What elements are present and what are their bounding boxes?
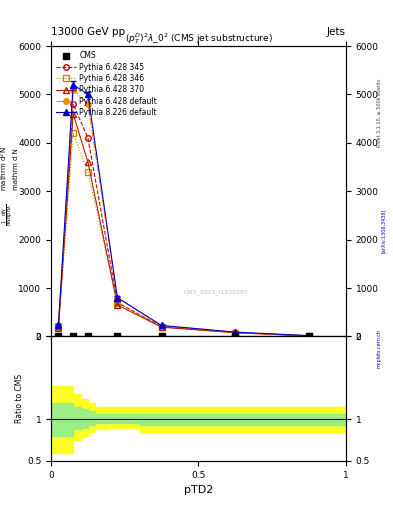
- Line: Pythia 6.428 default: Pythia 6.428 default: [56, 87, 312, 338]
- Pythia 6.428 370: [307, 333, 311, 339]
- Pythia 6.428 345: [71, 101, 75, 107]
- Pythia 6.428 default: [56, 322, 61, 328]
- Text: mathrm d$^2$N: mathrm d$^2$N: [0, 147, 9, 191]
- Pythia 6.428 370: [71, 111, 75, 117]
- Pythia 6.428 345: [233, 329, 238, 335]
- Pythia 6.428 346: [115, 300, 120, 306]
- CMS: [233, 333, 238, 339]
- Pythia 6.428 346: [71, 130, 75, 136]
- Pythia 6.428 370: [233, 330, 238, 336]
- Pythia 6.428 370: [56, 325, 61, 331]
- Pythia 6.428 370: [159, 324, 164, 330]
- Text: CMS_2021_I1920187: CMS_2021_I1920187: [184, 289, 249, 294]
- Pythia 6.428 default: [307, 333, 311, 339]
- Pythia 6.428 default: [233, 329, 238, 335]
- Pythia 6.428 default: [115, 294, 120, 301]
- Title: $(p_T^D)^2\lambda\_0^2$ (CMS jet substructure): $(p_T^D)^2\lambda\_0^2$ (CMS jet substru…: [125, 31, 272, 46]
- CMS: [71, 333, 75, 339]
- Pythia 6.428 345: [159, 324, 164, 330]
- Line: Pythia 6.428 370: Pythia 6.428 370: [56, 111, 312, 338]
- CMS: [86, 333, 90, 339]
- CMS: [307, 333, 311, 339]
- CMS: [159, 333, 164, 339]
- Line: Pythia 6.428 346: Pythia 6.428 346: [56, 131, 312, 338]
- X-axis label: pTD2: pTD2: [184, 485, 213, 495]
- Text: $\frac{1}{\mathrm{d}N}\frac{\mathrm{d}N}{\mathrm{d}p\,\mathrm{d}\lambda}$: $\frac{1}{\mathrm{d}N}\frac{\mathrm{d}N}…: [0, 204, 16, 226]
- Pythia 6.428 346: [307, 333, 311, 339]
- Pythia 6.428 default: [159, 323, 164, 329]
- Y-axis label: Ratio to CMS: Ratio to CMS: [15, 374, 24, 423]
- Pythia 6.428 346: [233, 329, 238, 335]
- Pythia 6.428 345: [115, 300, 120, 306]
- Pythia 6.428 346: [56, 324, 61, 330]
- Text: mcplots.cern.ch: mcplots.cern.ch: [377, 329, 382, 368]
- Pythia 6.428 370: [86, 159, 90, 165]
- Line: Pythia 6.428 345: Pythia 6.428 345: [56, 101, 312, 338]
- CMS: [56, 333, 61, 339]
- Text: [arXiv:1306.3438]: [arXiv:1306.3438]: [381, 208, 386, 252]
- Text: Rivet 3.1.10, ≥ 500k events: Rivet 3.1.10, ≥ 500k events: [377, 78, 382, 147]
- Text: mathrm d N: mathrm d N: [13, 148, 19, 190]
- Line: CMS: CMS: [56, 334, 312, 339]
- Pythia 6.428 345: [307, 333, 311, 339]
- Pythia 6.428 default: [86, 101, 90, 107]
- Legend: CMS, Pythia 6.428 345, Pythia 6.428 346, Pythia 6.428 370, Pythia 6.428 default,: CMS, Pythia 6.428 345, Pythia 6.428 346,…: [55, 50, 159, 118]
- Pythia 6.428 default: [71, 87, 75, 93]
- Pythia 6.428 346: [86, 169, 90, 175]
- Text: Jets: Jets: [327, 27, 346, 37]
- Pythia 6.428 345: [86, 135, 90, 141]
- Pythia 6.428 345: [56, 323, 61, 329]
- Pythia 6.428 346: [159, 324, 164, 330]
- Pythia 6.428 370: [115, 302, 120, 308]
- CMS: [115, 333, 120, 339]
- Text: 13000 GeV pp: 13000 GeV pp: [51, 27, 125, 37]
